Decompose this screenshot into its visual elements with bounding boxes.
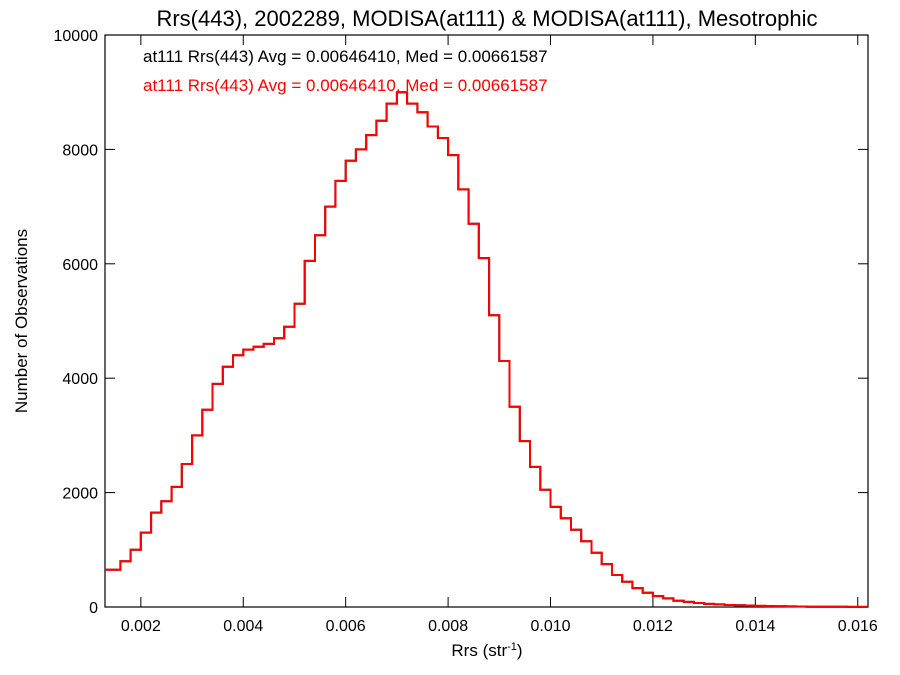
y-tick-label: 10000 — [54, 28, 99, 45]
y-tick-label: 4000 — [62, 371, 98, 388]
x-axis-label: Rrs (str-1) — [451, 641, 522, 660]
y-axis-label: Number of Observations — [12, 229, 31, 413]
annotation-red: at111 Rrs(443) Avg = 0.00646410, Med = 0… — [143, 76, 548, 95]
x-tick-label: 0.010 — [530, 618, 570, 635]
annotation-black: at111 Rrs(443) Avg = 0.00646410, Med = 0… — [143, 47, 548, 66]
x-tick-label: 0.008 — [428, 618, 468, 635]
x-tick-label: 0.014 — [735, 618, 775, 635]
data-series — [105, 91, 868, 608]
y-tick-label: 0 — [89, 600, 98, 617]
series-line-2 — [105, 91, 868, 608]
y-tick-label: 2000 — [62, 486, 98, 503]
x-tick-label: 0.002 — [121, 618, 161, 635]
plot-frame — [104, 34, 869, 608]
chart-title: Rrs(443), 2002289, MODISA(at111) & MODIS… — [156, 6, 817, 31]
x-tick-label: 0.016 — [838, 618, 878, 635]
x-tick-label: 0.006 — [326, 618, 366, 635]
y-tick-label: 6000 — [62, 257, 98, 274]
x-tick-label: 0.012 — [633, 618, 673, 635]
series-line-1 — [105, 91, 868, 608]
y-tick-label: 8000 — [62, 142, 98, 159]
x-axis-label-superscript: -1 — [507, 641, 517, 653]
axis-ticks: 0.002 0.004 0.006 0.008 0.010 0.012 0.014 0.016… — [54, 28, 878, 635]
x-tick-label: 0.004 — [223, 618, 263, 635]
